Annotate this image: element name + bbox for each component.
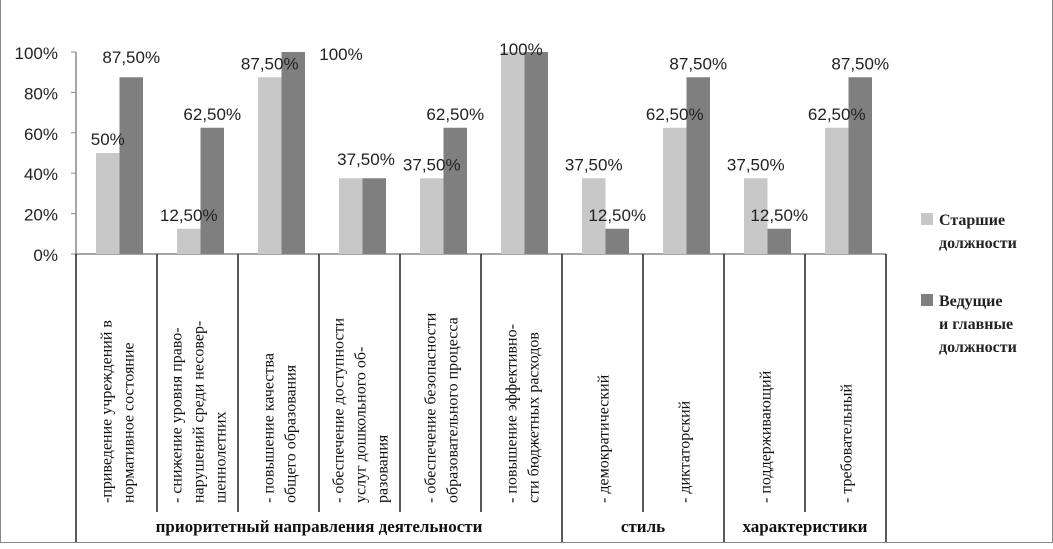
bar-vedushchie (200, 127, 224, 254)
y-tick-label: 40% (24, 165, 58, 184)
category-label: нормативное состояние (121, 342, 138, 503)
data-label: 87,50% (669, 54, 727, 73)
legend-swatch (921, 294, 933, 306)
bar-starshie (339, 178, 363, 254)
legend-label: и главные (939, 316, 1013, 333)
category-label: образовательного процесса (445, 317, 462, 503)
legend-label: должности (939, 339, 1017, 356)
category-label: - обеспечение безопасности (423, 312, 440, 503)
category-label: сти бюджетных расходов (526, 332, 543, 503)
group-label: стиль (621, 517, 665, 536)
data-label: 100% (499, 40, 542, 59)
data-label: 37,50% (403, 155, 461, 174)
category-label: - диктаторский (677, 400, 694, 503)
legend-label: Ведущие (939, 293, 1002, 310)
y-tick-label: 20% (24, 206, 58, 225)
bar-vedushchie (848, 77, 872, 254)
category-label: - повышение эффективно- (504, 324, 521, 503)
bar-starshie (825, 127, 849, 254)
data-label: 62,50% (183, 105, 241, 124)
bar-vedushchie (605, 228, 629, 254)
group-label: приоритетный направления деятельности (156, 517, 483, 536)
y-tick-label: 60% (24, 125, 58, 144)
data-label: 12,50% (588, 206, 646, 225)
legend-swatch (921, 213, 933, 225)
category-label: - снижение уровня право- (169, 327, 186, 503)
bar-starshie (420, 178, 444, 254)
bar-vedushchie (686, 77, 710, 254)
data-label: 37,50% (565, 155, 623, 174)
bar-starshie (258, 77, 282, 254)
category-label: услуг дошкольного об- (353, 347, 370, 503)
bar-vedushchie (443, 127, 467, 254)
data-label: 37,50% (337, 150, 395, 169)
y-tick-label: 0% (33, 246, 58, 265)
bar-vedushchie (524, 52, 548, 254)
bar-starshie (96, 153, 120, 254)
data-label: 100% (319, 45, 362, 64)
category-label: разования (375, 434, 392, 503)
bar-vedushchie (362, 178, 386, 254)
category-label: общего образования (283, 364, 300, 503)
data-label: 62,50% (646, 105, 704, 124)
data-label: 62,50% (426, 105, 484, 124)
bar-starshie (501, 52, 525, 254)
data-label: 37,50% (727, 155, 785, 174)
data-label: 87,50% (102, 48, 160, 67)
bar-starshie (663, 127, 687, 254)
data-label: 12,50% (750, 206, 808, 225)
category-label: - поддерживающий (758, 370, 775, 503)
bar-vedushchie (119, 77, 143, 254)
category-label: шеннолетних (213, 411, 230, 503)
category-label: - повышение качества (261, 353, 278, 503)
bar-starshie (582, 178, 606, 254)
legend-label: Старшие (939, 212, 1005, 229)
category-label: - обеспечение доступности (331, 317, 348, 503)
category-label: - требовательный (839, 384, 856, 503)
category-label: нарушений среди несовер- (191, 321, 208, 503)
bar-starshie (744, 178, 768, 254)
data-label: 87,50% (831, 54, 889, 73)
y-tick-label: 100% (15, 44, 58, 63)
legend-label: должности (939, 235, 1017, 252)
category-label: - демократический (596, 374, 613, 503)
category-label: -приведение учреждений в (99, 320, 116, 503)
bar-vedushchie (281, 52, 305, 254)
group-label: характеристики (743, 517, 868, 536)
data-label: 62,50% (808, 105, 866, 124)
data-label: 12,50% (160, 206, 218, 225)
bar-vedushchie (767, 228, 791, 254)
data-label: 50% (91, 130, 125, 149)
y-tick-label: 80% (24, 84, 58, 103)
bar-starshie (177, 228, 201, 254)
data-label: 87,50% (241, 54, 299, 73)
